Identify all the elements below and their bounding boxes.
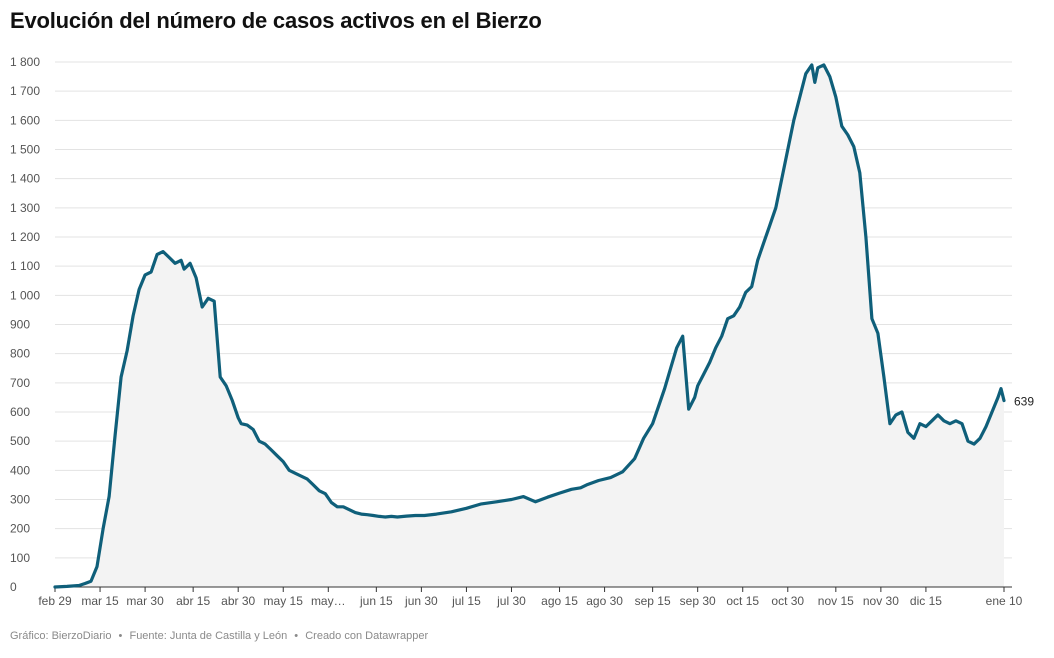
area-fill — [55, 64, 1004, 587]
x-tick-label: jun 30 — [404, 594, 438, 608]
y-tick-label: 1 500 — [10, 143, 40, 157]
x-tick-label: jul 15 — [451, 594, 481, 608]
y-tick-label: 1 600 — [10, 113, 40, 127]
x-tick-label: oct 30 — [771, 594, 804, 608]
y-tick-label: 0 — [10, 580, 17, 594]
x-tick-label: jul 30 — [496, 594, 526, 608]
x-tick-label: may… — [311, 594, 346, 608]
y-tick-label: 800 — [10, 347, 30, 361]
y-tick-label: 1 200 — [10, 230, 40, 244]
x-axis — [54, 586, 1012, 592]
tick-labels: 0 100 200 300 400 500 600 700 800 900 1 000 1 100 1 … — [10, 55, 1034, 608]
cases-line — [53, 63, 1006, 589]
y-tick-label: 1 100 — [10, 259, 40, 273]
x-tick-label: feb 29 — [38, 594, 72, 608]
series-line — [53, 63, 1006, 589]
y-tick-label: 700 — [10, 376, 30, 390]
x-tick-label: nov 30 — [863, 594, 899, 608]
y-tick-label: 200 — [10, 522, 30, 536]
area-shape — [55, 64, 1004, 587]
y-tick-label: 900 — [10, 318, 30, 332]
footer-separator: • — [294, 630, 299, 642]
source-credit: Fuente: Junta de Castilla y León — [129, 630, 288, 642]
end-value-label: 639 — [1014, 395, 1034, 409]
y-tick-label: 1 800 — [10, 55, 40, 69]
x-tick-label: sep 30 — [680, 594, 716, 608]
y-tick-label: 300 — [10, 493, 30, 507]
x-tick-label: ago 15 — [541, 594, 578, 608]
y-tick-label: 1 700 — [10, 84, 40, 98]
y-tick-label: 1 300 — [10, 201, 40, 215]
x-tick-label: may 15 — [264, 594, 304, 608]
x-tick-label: ago 30 — [586, 594, 623, 608]
x-tick-label: nov 15 — [818, 594, 854, 608]
y-tick-label: 400 — [10, 463, 30, 477]
x-tick-label: oct 15 — [726, 594, 759, 608]
x-tick-label: ene 10 — [986, 594, 1023, 608]
x-tick-label: dic 15 — [910, 594, 942, 608]
x-tick-label: mar 30 — [126, 594, 164, 608]
chart-credit: Gráfico: BierzoDiario — [10, 630, 112, 642]
footer: Gráfico: BierzoDiario • Fuente: Junta de… — [10, 630, 428, 642]
y-tick-label: 500 — [10, 434, 30, 448]
x-tick-label: abr 15 — [176, 594, 210, 608]
tool-credit: Creado con Datawrapper — [305, 630, 429, 642]
footer-separator: • — [118, 630, 123, 642]
y-tick-label: 600 — [10, 405, 30, 419]
chart-title: Evolución del número de casos activos en… — [10, 8, 542, 33]
y-tick-label: 100 — [10, 551, 30, 565]
x-tick-label: mar 15 — [81, 594, 119, 608]
x-tick-label: jun 15 — [359, 594, 393, 608]
chart: 0 100 200 300 400 500 600 700 800 900 1 000 1 100 1 … — [10, 55, 1034, 608]
x-tick-label: sep 15 — [635, 594, 671, 608]
y-tick-label: 1 000 — [10, 288, 40, 302]
y-tick-label: 1 400 — [10, 172, 40, 186]
x-tick-label: abr 30 — [221, 594, 255, 608]
